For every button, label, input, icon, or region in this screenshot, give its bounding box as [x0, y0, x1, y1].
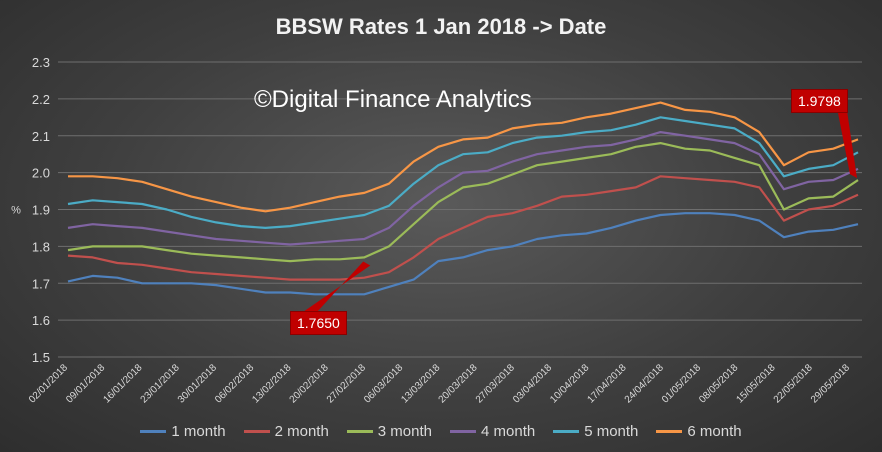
- x-tick-label: 08/05/2018: [697, 362, 740, 405]
- y-axis-label: %: [11, 205, 21, 217]
- legend-label: 2 month: [274, 423, 329, 440]
- x-tick-label: 20/02/2018: [288, 362, 331, 405]
- x-tick-label: 27/02/2018: [325, 362, 368, 405]
- y-tick-label: 2.3: [32, 55, 50, 70]
- series-line-6-month: [68, 101, 859, 213]
- y-tick-label: 2.0: [32, 166, 50, 181]
- y-tick-label: 1.8: [32, 239, 50, 254]
- x-tick-label: 06/03/2018: [362, 362, 405, 405]
- legend-label: 5 month: [584, 423, 639, 440]
- y-tick-label: 2.2: [32, 92, 50, 107]
- legend-item: 3 month: [346, 423, 432, 440]
- y-tick-label: 1.5: [32, 350, 50, 365]
- legend-label: 6 month: [687, 423, 742, 440]
- series-line-4-month: [67, 131, 859, 246]
- legend-item: 4 month: [450, 423, 535, 440]
- legend-swatch: [243, 430, 270, 433]
- y-tick-label: 1.6: [32, 313, 50, 328]
- annotation-callout-latest: 1.9798: [791, 89, 848, 113]
- x-tick-label: 03/04/2018: [511, 362, 554, 405]
- x-tick-label: 01/05/2018: [660, 362, 703, 405]
- legend-swatch: [450, 430, 476, 433]
- x-tick-label: 29/05/2018: [809, 362, 852, 405]
- legend-swatch: [346, 430, 373, 433]
- watermark-text: ©Digital Finance Analytics: [254, 86, 532, 113]
- legend-swatch: [656, 430, 683, 433]
- x-tick-label: 17/04/2018: [586, 362, 629, 405]
- y-tick-label: 1.9: [32, 203, 50, 218]
- legend-item: 2 month: [243, 423, 329, 440]
- series-line-2-month: [67, 175, 859, 281]
- y-tick-label: 1.7: [32, 276, 50, 291]
- x-tick-label: 27/03/2018: [474, 362, 517, 405]
- legend-item: 6 month: [656, 423, 742, 440]
- x-tick-label: 06/02/2018: [213, 362, 256, 405]
- legend-swatch: [140, 430, 167, 433]
- x-tick-label: 15/05/2018: [734, 362, 777, 405]
- x-tick-label: 13/03/2018: [399, 362, 442, 405]
- legend-item: 5 month: [553, 423, 638, 440]
- x-tick-label: 16/01/2018: [101, 362, 144, 405]
- x-tick-label: 30/01/2018: [176, 362, 219, 405]
- x-tick-label: 20/03/2018: [437, 362, 480, 405]
- legend-label: 1 month: [171, 423, 226, 440]
- series-line-1-month: [67, 212, 859, 296]
- chart-legend: 1 month 2 month 3 month 4 month 5 month 6 mon…: [0, 423, 882, 440]
- annotation-pointer-latest: [838, 104, 857, 179]
- series-line-5-month: [67, 116, 859, 229]
- x-tick-label: 09/01/2018: [64, 362, 107, 405]
- legend-label: 3 month: [377, 423, 432, 440]
- chart-title: BBSW Rates 1 Jan 2018 -> Date: [275, 14, 607, 39]
- x-tick-label: 10/04/2018: [548, 362, 591, 405]
- x-tick-label: 23/01/2018: [139, 362, 182, 405]
- legend-label: 4 month: [481, 423, 536, 440]
- series-line-3-month: [67, 142, 859, 263]
- legend-swatch: [553, 430, 580, 433]
- annotation-pointer-low: [303, 261, 371, 312]
- x-tick-label: 13/02/2018: [250, 362, 293, 405]
- annotation-callout-low: 1.7650: [290, 311, 347, 335]
- y-tick-label: 2.1: [32, 129, 50, 144]
- x-tick-label: 24/04/2018: [623, 362, 666, 405]
- legend-item: 1 month: [140, 423, 226, 440]
- x-tick-label: 02/01/2018: [27, 362, 70, 405]
- x-tick-label: 22/05/2018: [772, 362, 815, 405]
